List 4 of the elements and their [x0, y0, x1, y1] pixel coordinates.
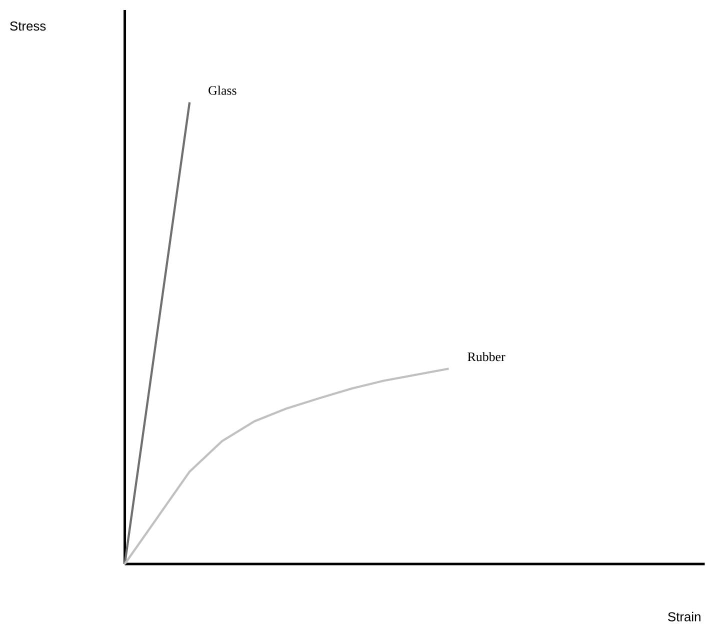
series-label: Glass [208, 86, 236, 95]
series-label: Rubber [468, 352, 506, 362]
text: Strain [668, 612, 700, 622]
text: Stress [10, 22, 46, 31]
